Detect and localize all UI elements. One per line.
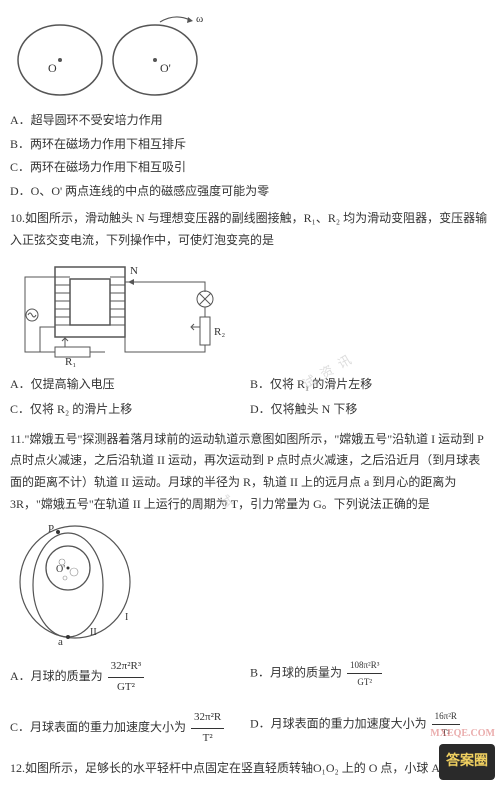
q10-figure: R₁ N R₂ [10,257,490,367]
q11-opt-c: C．月球表面的重力加速度大小为 32π²RT² [10,708,250,749]
svg-text:N: N [130,265,138,277]
q9-opt-d: D．O、O' 两点连线的中点的磁感应强度可能为零 [10,181,490,203]
q10-opt-c: C．仅将 R₂ 的滑片上移 [10,399,250,421]
svg-text:I: I [125,612,128,623]
q9-opt-b: B．两环在磁场力作用下相互排斥 [10,134,490,156]
svg-text:ω: ω [196,13,203,25]
q9-figure: O O' ω [10,10,490,105]
q11-opt-a: A．月球的质量为 32π²R³GT² [10,657,250,698]
mx-watermark: MXEQE.COM [430,725,495,743]
q10-opt-d: D．仅将触头 N 下移 [250,399,490,421]
q11-opt-b: B．月球的质量为 108π²R³GT² [250,657,490,698]
svg-text:O: O [48,61,57,75]
svg-text:O': O' [56,564,65,575]
svg-text:R₂: R₂ [214,326,225,338]
q10-opt-a: A．仅提高输入电压 [10,374,250,396]
svg-text:O': O' [160,61,171,75]
q10-stem: 10.如图所示，滑动触头 N 与理想变压器的副线圈接触，R₁、R₂ 均为滑动变阻… [10,208,490,251]
q10-opt-b: B．仅将 R₁ 的滑片左移 [250,374,490,396]
q9-opt-a: A．超导圆环不受安培力作用 [10,110,490,132]
answer-badge: 答案圈 [439,744,495,780]
svg-text:R₁: R₁ [65,356,76,367]
svg-text:a: a [58,636,63,648]
q11-figure: O' P a I II [10,520,490,650]
q11-stem: 11."嫦娥五号"探测器着落月球前的运动轨道示意图如图所示，"嫦娥五号"沿轨道 … [10,429,490,515]
q9-opt-c: C．两环在磁场力作用下相互吸引 [10,157,490,179]
svg-text:P: P [48,523,54,535]
q12-stem: 12.如图所示，足够长的水平轻杆中点固定在竖直轻质转轴O₁O₂ 上的 O 点，小… [10,758,490,780]
svg-text:II: II [90,627,97,638]
